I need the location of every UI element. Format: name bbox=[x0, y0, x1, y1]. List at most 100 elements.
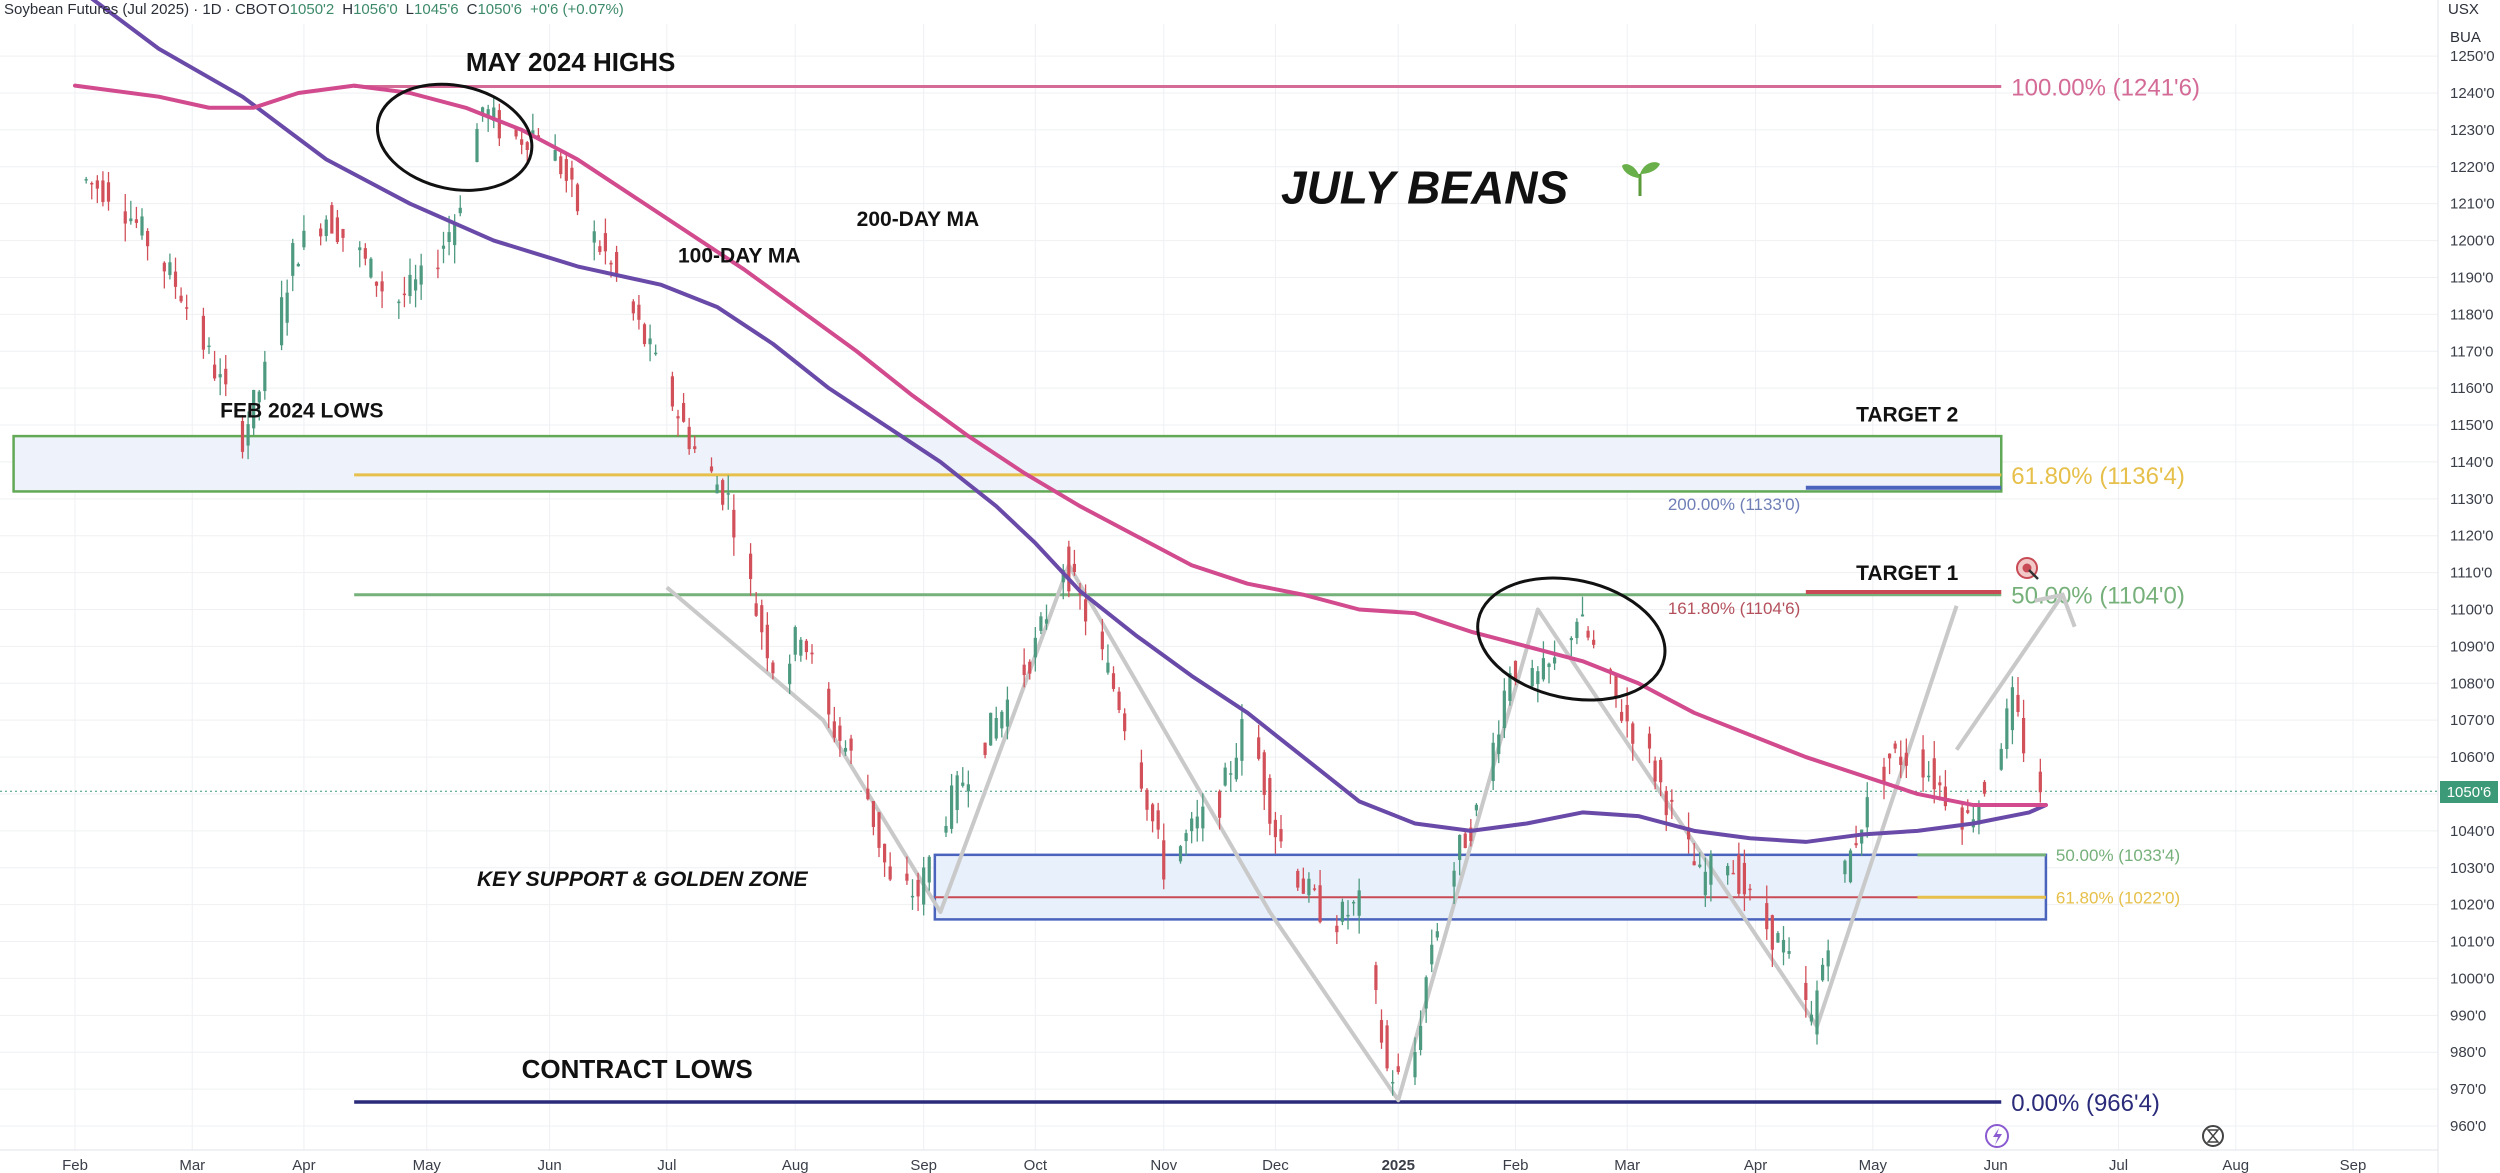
candle-body bbox=[559, 156, 563, 175]
candle-body bbox=[520, 139, 524, 145]
candle-body bbox=[1022, 664, 1026, 676]
y-tick-label: 1210'0 bbox=[2450, 196, 2495, 213]
candle-body bbox=[637, 304, 641, 320]
candle-body bbox=[1580, 614, 1585, 617]
candle-body bbox=[1474, 804, 1479, 811]
low-label: L bbox=[406, 1, 414, 18]
candle-body bbox=[497, 110, 501, 139]
candle-body bbox=[849, 738, 853, 751]
candle-body bbox=[994, 718, 998, 739]
candle-body bbox=[185, 307, 189, 309]
candle-body bbox=[201, 315, 206, 350]
candle-body bbox=[1033, 637, 1037, 658]
candle-body bbox=[1139, 762, 1144, 789]
candle-body bbox=[788, 663, 792, 685]
y-tick-label: 1250'0 bbox=[2450, 48, 2495, 65]
y-tick-label: 990'0 bbox=[2450, 1007, 2486, 1024]
candle-body bbox=[843, 747, 848, 752]
candle-body bbox=[408, 274, 412, 297]
candle-body bbox=[1335, 925, 1339, 933]
level-label-3: 0.00% (966'4) bbox=[2011, 1090, 2160, 1117]
candle-body bbox=[654, 352, 658, 355]
candle-body bbox=[397, 301, 401, 304]
y-tick-label: 1180'0 bbox=[2450, 306, 2493, 323]
zone-1 bbox=[933, 853, 2048, 921]
candle-body bbox=[1346, 914, 1350, 917]
candle-body bbox=[2010, 687, 2015, 731]
candle-body bbox=[1625, 704, 1629, 722]
open-label: O bbox=[278, 1, 290, 18]
candle-body bbox=[2021, 717, 2026, 754]
candle-body bbox=[369, 258, 373, 278]
candle-body bbox=[804, 640, 809, 653]
y-tick-label: 1080'0 bbox=[2450, 675, 2495, 692]
x-tick-label: Oct bbox=[1024, 1157, 1048, 1173]
candle-body bbox=[1826, 950, 1830, 967]
seedling-leaf-icon bbox=[1622, 164, 1640, 178]
candle-body bbox=[436, 267, 440, 270]
candle-body bbox=[1943, 786, 1948, 807]
candle-body bbox=[1737, 854, 1741, 894]
candle-body bbox=[877, 812, 881, 848]
candle-body bbox=[1195, 816, 1199, 829]
candle-body bbox=[1385, 1025, 1389, 1069]
candle-body bbox=[927, 856, 931, 883]
candle-body bbox=[827, 688, 831, 715]
candle-body bbox=[1787, 951, 1791, 954]
candle-body bbox=[1391, 1082, 1395, 1084]
candle-body bbox=[1999, 748, 2003, 770]
candle-body bbox=[1039, 616, 1043, 631]
candle-body bbox=[1061, 569, 1065, 583]
level-label-1: 61.80% (1136'4) bbox=[2011, 463, 2185, 490]
y-tick-label: 1090'0 bbox=[2450, 638, 2495, 655]
annotation-4: FEB 2024 LOWS bbox=[220, 400, 383, 423]
currency-label[interactable]: USX bbox=[2448, 1, 2479, 18]
candle-body bbox=[1396, 1066, 1400, 1073]
candle-body bbox=[609, 262, 613, 265]
candle-body bbox=[715, 484, 719, 494]
candle-body bbox=[1820, 964, 1825, 981]
x-tick-label: Aug bbox=[2222, 1157, 2249, 1173]
hourglass-icon bbox=[2202, 1125, 2224, 1147]
candle-body bbox=[263, 361, 267, 392]
candle-body bbox=[966, 784, 970, 792]
symbol-title[interactable]: Soybean Futures (Jul 2025) · 1D · CBOT bbox=[4, 1, 277, 18]
candle-body bbox=[173, 271, 178, 287]
candle-body bbox=[1960, 807, 1964, 830]
candle-body bbox=[989, 712, 993, 746]
candle-body bbox=[218, 374, 222, 378]
candle-body bbox=[670, 376, 675, 407]
candle-body bbox=[905, 873, 909, 881]
candle-body bbox=[832, 721, 836, 738]
candle-body bbox=[1882, 766, 1886, 783]
candle-body bbox=[1307, 878, 1311, 896]
candle-body bbox=[1547, 663, 1551, 668]
y-tick-label: 1070'0 bbox=[2450, 712, 2495, 729]
seedling-leaf-icon bbox=[1640, 162, 1660, 174]
candle-body bbox=[1653, 760, 1657, 782]
candle-body bbox=[642, 324, 647, 345]
candle-body bbox=[240, 421, 245, 452]
candle-body bbox=[1190, 818, 1194, 832]
candle-body bbox=[1614, 675, 1618, 697]
candle-body bbox=[1569, 638, 1573, 641]
annotation-8: CONTRACT LOWS bbox=[522, 1054, 753, 1084]
candle-body bbox=[1670, 799, 1674, 802]
candle-body bbox=[1351, 901, 1356, 904]
candle-body bbox=[324, 219, 328, 236]
y-tick-label: 1010'0 bbox=[2450, 934, 2495, 951]
levels-layer: 100.00% (1241'6) 61.80% (1136'4) 50.00% (1… bbox=[0, 75, 2438, 1117]
candle-body bbox=[447, 232, 451, 242]
candle-body bbox=[291, 243, 295, 276]
icons-layer bbox=[1622, 162, 2224, 1148]
annotation-1: JULY BEANS bbox=[1281, 162, 1568, 214]
candle-body bbox=[458, 207, 462, 214]
moving-averages-layer bbox=[73, 0, 2048, 844]
hourglass-glyph-icon bbox=[2206, 1129, 2220, 1143]
candle-body bbox=[84, 179, 88, 181]
candle-body bbox=[1770, 915, 1774, 950]
x-tick-label: Jun bbox=[1984, 1157, 2008, 1173]
candle-body bbox=[1178, 846, 1183, 862]
